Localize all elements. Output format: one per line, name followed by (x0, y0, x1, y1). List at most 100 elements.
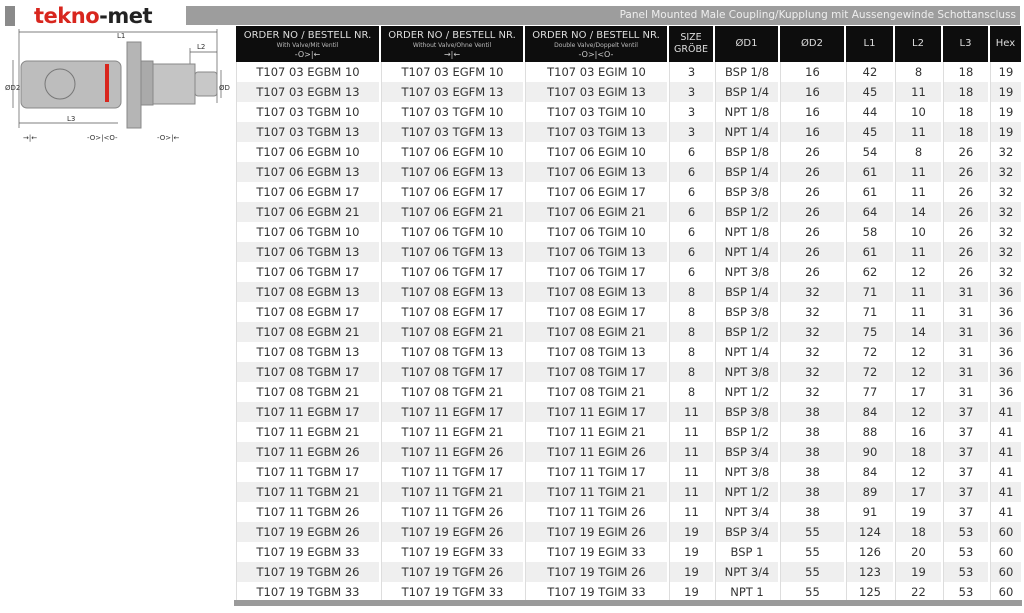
table-cell: 6 (669, 262, 713, 282)
table-cell: T107 11 EGBM 17 (236, 402, 379, 422)
table-cell: T107 11 EGFM 21 (381, 422, 523, 442)
table-cell: 77 (846, 382, 893, 402)
table-cell: 11 (669, 482, 713, 502)
table-cell: 20 (895, 542, 941, 562)
table-cell: 26 (780, 162, 844, 182)
table-cell: T107 06 EGBM 10 (236, 142, 379, 162)
table-cell: 53 (943, 582, 988, 602)
table-cell: 16 (780, 122, 844, 142)
column-header: L1 (846, 26, 893, 62)
product-table: ORDER NO / BESTELL NR. With Valve/Mit Ven… (234, 26, 1023, 602)
table-cell: T107 19 TGFM 26 (381, 562, 523, 582)
table-cell: BSP 1/2 (715, 202, 778, 222)
table-cell: 36 (990, 302, 1021, 322)
table-cell: T107 11 EGIM 21 (525, 422, 667, 442)
table-cell: T107 19 EGBM 26 (236, 522, 379, 542)
dim-label-d1: ØD1 (219, 84, 230, 92)
table-cell: T107 06 TGIM 10 (525, 222, 667, 242)
table-cell: 31 (943, 302, 988, 322)
table-cell: 6 (669, 222, 713, 242)
table-cell: NPT 1/4 (715, 342, 778, 362)
table-cell: T107 03 EGIM 13 (525, 82, 667, 102)
table-cell: T107 08 TGIM 17 (525, 362, 667, 382)
column-header: ØD2 (780, 26, 844, 62)
table-cell: T107 11 EGBM 26 (236, 442, 379, 462)
table-cell: 8 (895, 62, 941, 82)
table-cell: T107 03 EGFM 13 (381, 82, 523, 102)
table-cell: 26 (943, 142, 988, 162)
table-cell: 41 (990, 422, 1021, 442)
table-cell: 6 (669, 182, 713, 202)
column-header: SIZE GRÖBE (669, 26, 713, 62)
table-cell: 38 (780, 402, 844, 422)
table-row: T107 11 TGBM 21 T107 11 TGFM 21 T107 11 TG… (236, 482, 1021, 502)
table-cell: NPT 1/4 (715, 122, 778, 142)
table-cell: NPT 1/8 (715, 222, 778, 242)
table-cell: 11 (669, 462, 713, 482)
table-cell: 26 (943, 242, 988, 262)
table-cell: 126 (846, 542, 893, 562)
table-cell: BSP 3/8 (715, 302, 778, 322)
table-row: T107 11 EGBM 26 T107 11 EGFM 26 T107 11 EG… (236, 442, 1021, 462)
table-cell: 31 (943, 282, 988, 302)
table-cell: 8 (669, 322, 713, 342)
table-cell: NPT 3/8 (715, 262, 778, 282)
column-header-label: L1 (863, 38, 876, 49)
table-cell: 17 (895, 482, 941, 502)
table-cell: 26 (943, 202, 988, 222)
table-cell: BSP 1 (715, 542, 778, 562)
table-cell: 19 (669, 562, 713, 582)
table-cell: 32 (780, 322, 844, 342)
coupling-symbol: -O>|<O- (578, 49, 614, 59)
table-cell: T107 19 EGBM 33 (236, 542, 379, 562)
table-cell: 11 (669, 402, 713, 422)
table-cell: 11 (895, 82, 941, 102)
table-cell: 17 (895, 382, 941, 402)
table-cell: 61 (846, 242, 893, 262)
table-cell: T107 06 EGFM 13 (381, 162, 523, 182)
table-cell: 26 (780, 142, 844, 162)
table-cell: 11 (895, 122, 941, 142)
dim-label-d2: ØD2 (5, 84, 20, 92)
table-cell: NPT 1/8 (715, 102, 778, 122)
table-cell: 6 (669, 142, 713, 162)
table-cell: T107 08 EGIM 13 (525, 282, 667, 302)
table-cell: T107 19 TGIM 33 (525, 582, 667, 602)
table-cell: 32 (990, 182, 1021, 202)
table-cell: 38 (780, 422, 844, 442)
table-cell: 37 (943, 482, 988, 502)
table-cell: T107 06 EGIM 21 (525, 202, 667, 222)
table-cell: 19 (990, 82, 1021, 102)
table-cell: 37 (943, 462, 988, 482)
table-cell: T107 06 EGBM 17 (236, 182, 379, 202)
table-cell: T107 08 EGBM 13 (236, 282, 379, 302)
table-cell: 55 (780, 582, 844, 602)
table-cell: 38 (780, 442, 844, 462)
table-cell: 32 (990, 162, 1021, 182)
table-cell: 18 (943, 122, 988, 142)
table-cell: 53 (943, 562, 988, 582)
table-cell: T107 08 EGIM 21 (525, 322, 667, 342)
table-row: T107 03 EGBM 13 T107 03 EGFM 13 T107 03 EG… (236, 82, 1021, 102)
table-cell: 19 (895, 562, 941, 582)
table-cell: 26 (780, 222, 844, 242)
table-cell: 32 (780, 302, 844, 322)
table-cell: T107 11 TGIM 17 (525, 462, 667, 482)
table-cell: T107 06 TGFM 17 (381, 262, 523, 282)
table-cell: 58 (846, 222, 893, 242)
symbol-without-valve: →|← (23, 134, 37, 142)
table-row: T107 08 EGBM 13 T107 08 EGFM 13 T107 08 EG… (236, 282, 1021, 302)
table-cell: NPT 1 (715, 582, 778, 602)
table-cell: 41 (990, 402, 1021, 422)
column-header: ORDER NO / BESTELL NR. Without Valve/Ohne… (381, 26, 523, 62)
column-header-label: L2 (912, 38, 924, 49)
table-cell: 41 (990, 442, 1021, 462)
column-header: L2 (895, 26, 941, 62)
table-cell: 11 (895, 302, 941, 322)
table-cell: T107 19 TGFM 33 (381, 582, 523, 602)
table-cell: 42 (846, 62, 893, 82)
column-header-label: SIZE GRÖBE (674, 32, 708, 55)
table-cell: 91 (846, 502, 893, 522)
table-cell: T107 03 TGFM 10 (381, 102, 523, 122)
table-row: T107 06 TGBM 10 T107 06 TGFM 10 T107 06 TG… (236, 222, 1021, 242)
